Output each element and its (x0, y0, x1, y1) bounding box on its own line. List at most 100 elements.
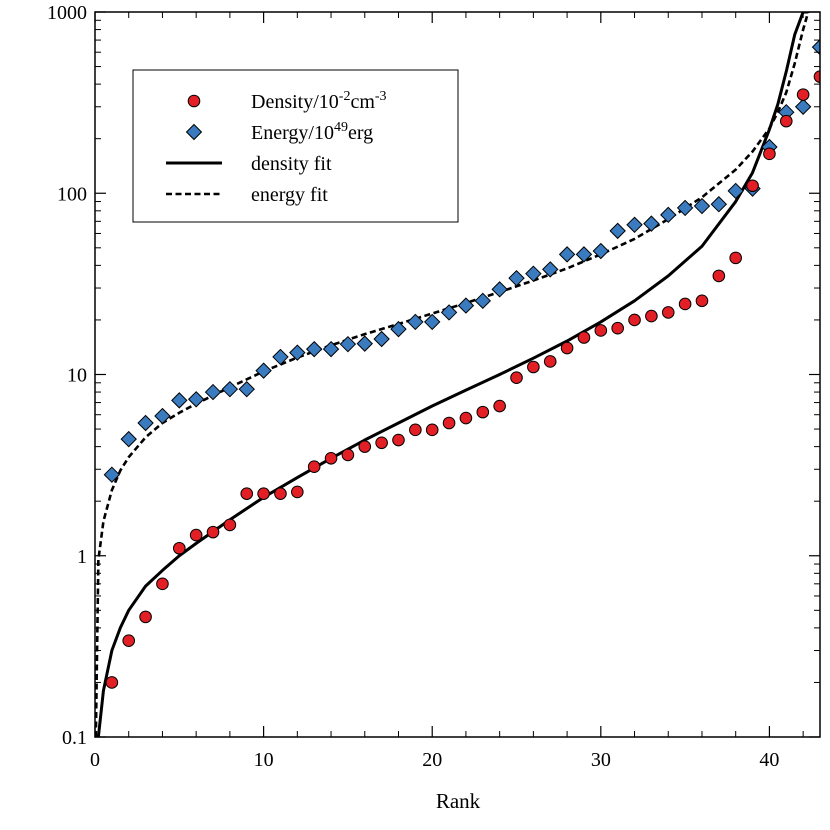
density-point (628, 313, 641, 327)
energy-point (272, 348, 289, 366)
density-point (459, 411, 473, 425)
legend-superscript: -2 (339, 89, 351, 104)
legend-superscript: 49 (334, 120, 348, 135)
energy-point (187, 391, 205, 408)
x-tick-label: 40 (759, 749, 779, 771)
density-point (678, 297, 692, 311)
legend-text-part: Density/10 (251, 91, 339, 113)
energy-point (120, 430, 137, 448)
energy-point (609, 222, 626, 240)
legend-text-part: density fit (251, 153, 332, 175)
density-point (257, 487, 270, 500)
energy-point (710, 196, 728, 213)
energy-point (660, 206, 677, 224)
legend-label-energy: Energy/1049erg (251, 120, 373, 144)
x-tick-label: 0 (90, 749, 100, 771)
energy-point (407, 313, 424, 331)
density-point (341, 448, 355, 462)
density-point (763, 147, 776, 161)
density-point (425, 423, 439, 437)
energy-point (525, 265, 542, 282)
energy-point (542, 261, 559, 278)
energy-point (373, 330, 390, 348)
energy-point (356, 335, 373, 352)
legend-superscript: -3 (375, 89, 387, 104)
density-point (173, 541, 186, 555)
energy-point (575, 246, 593, 263)
density-point (240, 487, 254, 500)
energy-point (255, 362, 272, 379)
density-point (105, 676, 119, 689)
energy-point (508, 269, 525, 287)
legend-energy-marker (185, 123, 203, 141)
density-point (594, 324, 608, 337)
legend-text-part: Energy/10 (251, 122, 334, 144)
density-point (375, 436, 388, 450)
data-markers (103, 38, 820, 689)
fit-curves (95, 12, 810, 737)
density-point (695, 294, 709, 308)
energy-point (424, 313, 441, 331)
x-axis-label: Rank (436, 789, 481, 813)
legend: Density/10-2cm-3 Energy/1049erg density fi… (132, 69, 459, 223)
y-tick-label: 1000 (47, 2, 87, 24)
legend-label-density: Density/10-2cm-3 (251, 89, 387, 113)
density-point (442, 416, 456, 430)
density-point (358, 440, 372, 453)
x-tick-label: 30 (591, 749, 611, 771)
energy-point (137, 414, 154, 432)
axis-tick-labels: 0 10 20 30 40 0.1 1 10 100 1000 (47, 2, 779, 771)
density-point (813, 70, 820, 83)
y-tick-label: 1 (77, 546, 87, 568)
energy-point (221, 380, 239, 398)
y-tick-label: 100 (57, 183, 87, 205)
density-point (712, 269, 726, 283)
density-point (796, 88, 810, 101)
density-point (543, 355, 557, 368)
density-point (189, 528, 203, 542)
density-point (392, 433, 405, 447)
legend-label-density-fit: density fit (251, 153, 332, 175)
energy-point (592, 242, 610, 260)
density-point (779, 114, 793, 128)
energy-point (390, 320, 407, 338)
energy-point (676, 199, 694, 217)
energy-point (289, 344, 306, 361)
energy-point (154, 407, 171, 425)
energy-point (204, 383, 222, 401)
legend-label-energy-fit: energy fit (251, 184, 328, 206)
density-fit-line (96, 12, 809, 737)
density-point (139, 610, 152, 624)
axis-ticks (94, 11, 820, 738)
density-point (746, 179, 759, 193)
density-point (409, 423, 422, 437)
legend-text-part: erg (348, 122, 373, 144)
legend-box (132, 69, 459, 223)
energy-point (811, 38, 820, 56)
density-point (122, 634, 136, 647)
density-point (611, 321, 624, 335)
density-point (307, 460, 321, 473)
density-point (560, 341, 574, 355)
energy-point (491, 281, 508, 298)
energy-point (103, 466, 121, 483)
density-point (661, 306, 675, 319)
y-tick-label: 10 (67, 365, 87, 387)
density-point (291, 485, 304, 499)
y-tick-label: 0.1 (62, 727, 87, 749)
legend-text-part: cm (350, 91, 375, 113)
density-point (493, 399, 506, 413)
density-point (577, 331, 591, 344)
energy-point (457, 297, 475, 314)
energy-point (238, 380, 255, 398)
density-point (476, 405, 490, 419)
density-point (324, 451, 338, 465)
energy-point (643, 215, 660, 232)
energy-point (339, 335, 357, 353)
legend-text-part: energy fit (251, 184, 328, 206)
density-point (156, 577, 169, 591)
energy-point (626, 216, 643, 233)
legend-density-marker (187, 94, 201, 108)
energy-point (322, 340, 340, 358)
